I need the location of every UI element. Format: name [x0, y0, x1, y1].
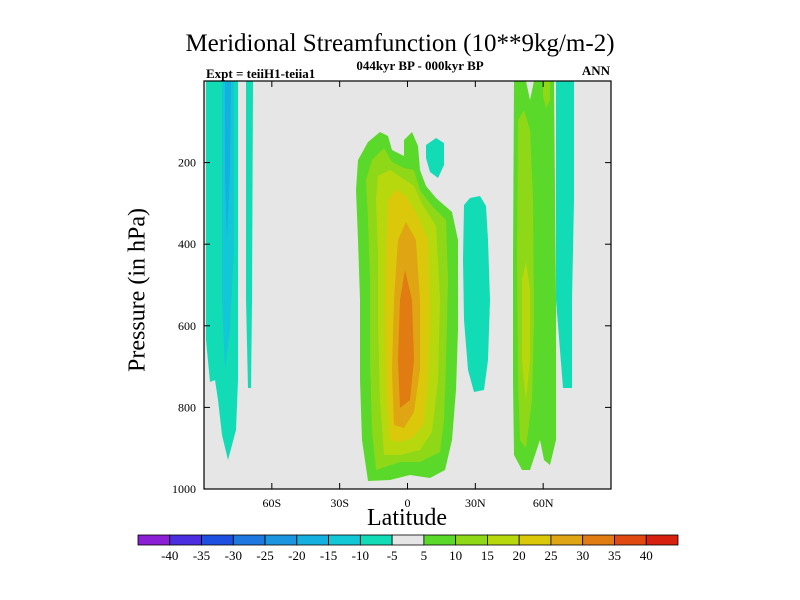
colorbar-swatch [328, 534, 361, 546]
colorbar-label: 15 [481, 548, 494, 563]
colorbar-label: 35 [608, 548, 621, 563]
y-tick-label: 800 [178, 400, 196, 414]
colorbar-swatch [645, 534, 679, 546]
experiment-label: Expt = teiiH1-teiia1 [206, 66, 316, 81]
contour-positive-30 [398, 270, 414, 408]
y-tick-label: 1000 [172, 482, 196, 496]
colorbar-label: 20 [513, 548, 526, 563]
colorbar-label: 30 [576, 548, 589, 563]
x-tick-label: 60N [533, 496, 554, 510]
colorbar-swatch [614, 534, 647, 546]
colorbar-swatch [232, 534, 266, 546]
colorbar-label: 25 [544, 548, 557, 563]
colorbar: -40 -35 -30 -25 -20 -15 -10 -5 5 10 15 20 25 30 35 40 [137, 534, 679, 563]
colorbar-swatch [169, 534, 202, 546]
colorbar-swatch [264, 534, 298, 546]
colorbar-label: -25 [256, 548, 273, 563]
contour-negative-equator-blob [426, 138, 444, 178]
colorbar-label: -15 [320, 548, 337, 563]
colorbar-swatch [582, 534, 615, 546]
colorbar-label: -10 [352, 548, 369, 563]
colorbar-swatch [296, 534, 329, 546]
y-tick-label: 200 [178, 156, 196, 170]
x-tick-label: 30N [465, 496, 486, 510]
contour-positive-north-strip-inner [543, 81, 550, 108]
contour-negative-south-core [225, 81, 231, 240]
season-label: ANN [581, 63, 610, 78]
x-axis-label: Latitude [367, 505, 447, 531]
colorbar-swatch [423, 534, 457, 546]
colorbar-swatch [201, 534, 234, 546]
colorbar-label: 40 [640, 548, 653, 563]
x-tick-label: 30S [330, 496, 349, 510]
contour-negative-north-strip [556, 81, 574, 388]
colorbar-label: -20 [288, 548, 305, 563]
colorbar-label: -35 [193, 548, 210, 563]
colorbar-swatch [518, 534, 552, 546]
y-axis-ticks: 200 400 600 800 1000 [172, 156, 611, 496]
colorbar-swatch [391, 534, 425, 546]
chart-title: Meridional Streamfunction (10**9kg/m-2) [185, 30, 615, 57]
time-range-label: 044kyr BP - 000kyr BP [356, 58, 484, 73]
colorbar-swatch [487, 534, 520, 546]
contour-negative-north-blob [463, 196, 490, 392]
contour-positive-north-core [522, 262, 530, 400]
colorbar-swatch [455, 534, 488, 546]
x-axis-ticks: 60S 30S 0 30N 60N [262, 81, 554, 510]
y-tick-label: 600 [178, 319, 196, 333]
colorbar-swatch [550, 534, 584, 546]
x-tick-label: 60S [262, 496, 281, 510]
colorbar-label: -40 [161, 548, 178, 563]
colorbar-label: -30 [225, 548, 242, 563]
y-tick-label: 400 [178, 237, 196, 251]
contour-positive-north-strip [540, 81, 556, 465]
colorbar-label: 10 [449, 548, 462, 563]
contour-negative-south-strip [246, 81, 253, 388]
colorbar-swatch [137, 534, 171, 546]
colorbar-label: -5 [387, 548, 398, 563]
contour-fills [206, 81, 574, 481]
x-tick-label: 0 [405, 496, 411, 510]
colorbar-swatch [359, 534, 393, 546]
colorbar-label: 5 [421, 548, 428, 563]
